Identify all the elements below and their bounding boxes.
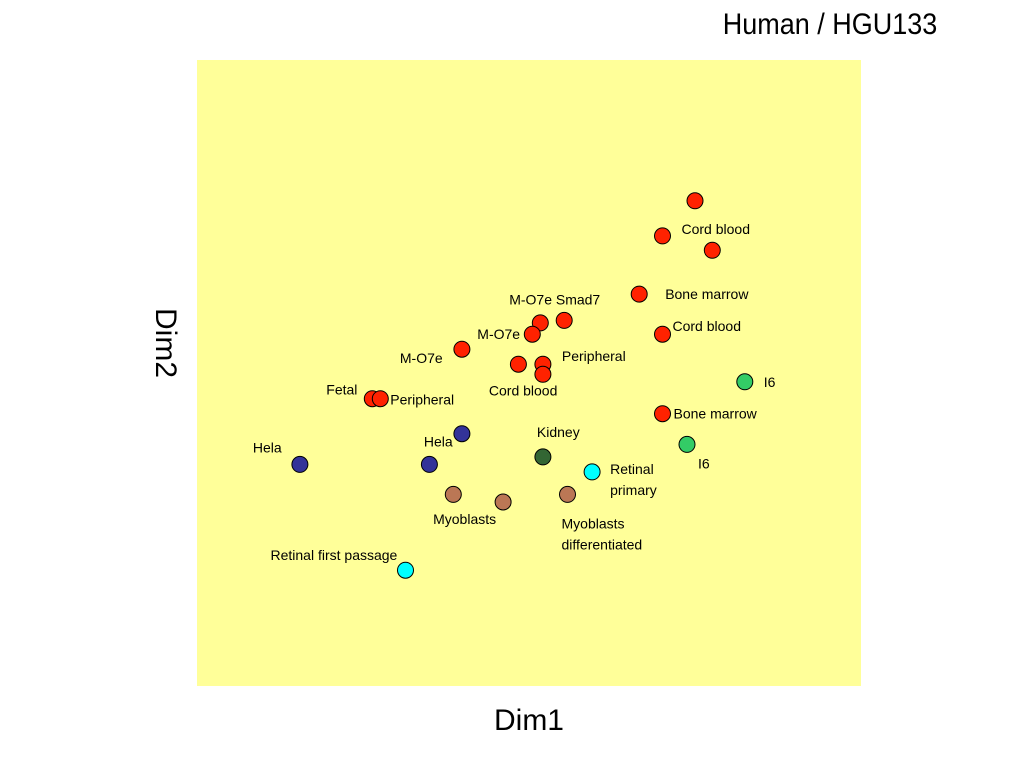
data-point-i6 [736,373,754,391]
data-point-blood [654,405,671,423]
point-label: M-O7e [400,350,443,366]
data-point-retinal [397,561,414,579]
point-label: Bone marrow [674,406,758,422]
point-label: Peripheral [562,348,626,364]
data-point-blood [686,192,704,210]
chart-title: Human / HGU133 [722,8,938,41]
point-label: Fetal [326,382,357,398]
point-label: Cord blood [682,221,751,237]
point-label: Retinal primary [610,461,657,498]
data-point-blood [371,390,389,408]
data-point-blood [654,227,671,245]
data-point-hela [420,455,438,473]
point-label: Bone marrow [665,286,749,302]
point-label: Retinal first passage [271,547,398,563]
labels-layer: Cord blood Bone marrow Cord blood M-O7e Sma… [253,221,776,563]
point-label: Hela [253,439,282,455]
data-point-kidney [534,448,552,466]
plot-area [197,60,861,686]
data-point-blood [509,355,527,373]
point-label: Myoblasts differentiated [562,515,643,552]
point-label: Kidney [537,424,580,440]
data-point-blood [534,365,552,383]
point-label: Myoblasts [433,511,496,527]
data-point-blood [703,241,721,259]
point-label: I6 [764,374,776,390]
y-axis-label: Dim2 [149,308,182,378]
points-layer [291,192,754,579]
x-axis-label: Dim1 [494,704,564,737]
point-label: M-O7e Smad7 [509,291,600,307]
point-label: Peripheral [390,392,454,408]
data-point-myoblast [559,485,576,503]
point-label: Cord blood [673,318,742,334]
data-point-blood [555,311,573,329]
data-point-blood [654,325,671,343]
data-point-retinal [583,463,601,481]
point-label: M-O7e [477,326,520,342]
data-point-blood [630,285,648,303]
point-label: Cord blood [489,382,558,398]
data-point-hela [453,425,471,443]
data-point-blood [523,325,541,343]
point-label: I6 [698,455,710,471]
data-point-blood [453,340,471,358]
data-point-hela [291,455,309,473]
point-label: Hela [424,434,453,450]
data-point-myoblast [494,493,512,511]
data-point-myoblast [444,485,462,503]
data-point-i6 [678,435,696,453]
